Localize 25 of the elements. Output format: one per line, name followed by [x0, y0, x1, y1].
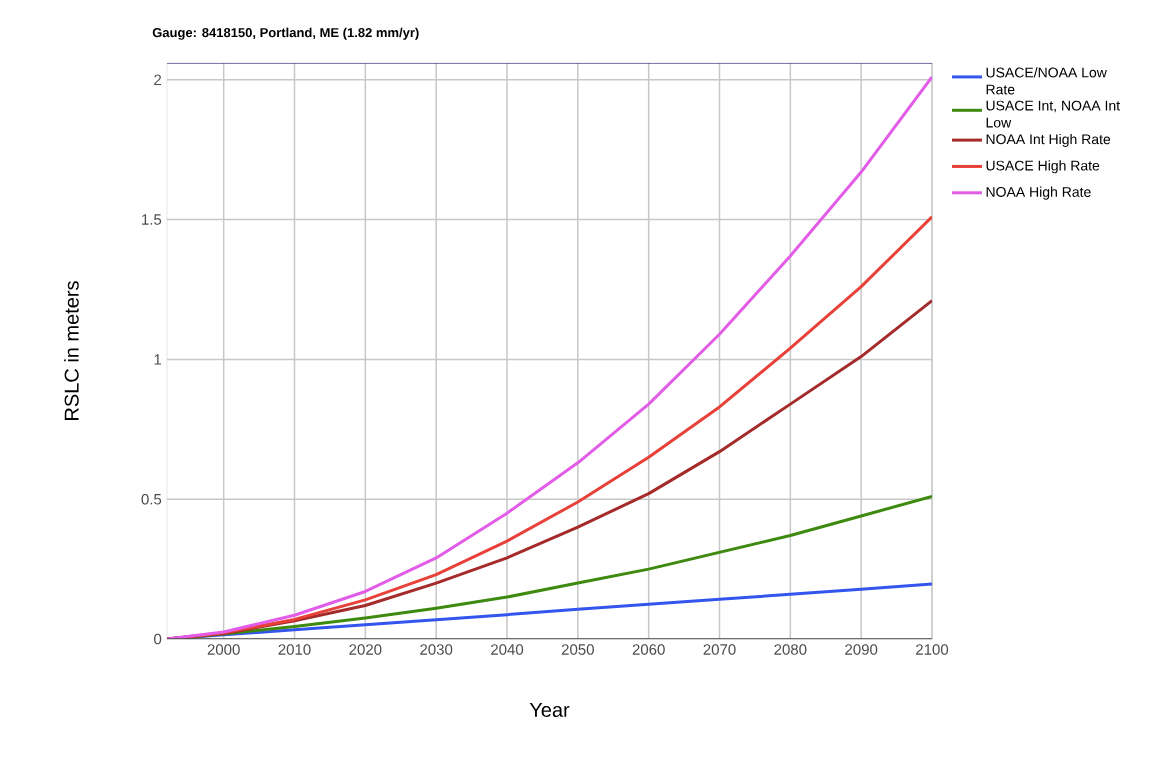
legend-label: NOAA High Rate — [986, 186, 1091, 200]
x-tick-label: 2100 — [916, 644, 949, 655]
y-tick-label: 1.5 — [142, 214, 162, 225]
y-tick-label: 1 — [154, 354, 162, 365]
legend-label: USACE Int, NOAA Int Low — [986, 100, 1120, 128]
x-tick-label: 2040 — [491, 644, 524, 655]
y-tick-label: 0.5 — [141, 493, 162, 505]
x-tick-label: 2060 — [632, 644, 665, 655]
x-tick-label: 2050 — [561, 644, 594, 655]
legend-label: USACE High Rate — [986, 160, 1100, 174]
y-tick-label: 2 — [154, 74, 162, 86]
chart-title: Gauge: 8418150, Portland, ME (1.82 mm/yr) — [152, 27, 419, 40]
x-tick-label: 2010 — [278, 644, 311, 655]
line-series — [167, 75, 933, 639]
legend-label: NOAA Int High Rate — [986, 133, 1111, 147]
x-tick-label: 2020 — [349, 644, 382, 655]
x-tick-label: 2000 — [207, 644, 240, 655]
x-tick-label: 2090 — [845, 644, 878, 655]
y-tick-label: 0 — [154, 633, 162, 645]
x-tick-label: 2070 — [703, 644, 736, 655]
x-tick-label: 2030 — [420, 644, 453, 655]
x-axis-title: Year — [529, 703, 570, 717]
x-tick-label: 2080 — [774, 644, 807, 655]
legend-label: USACE/NOAA Low Rate — [986, 67, 1107, 95]
y-axis-title: RSLC in meters — [64, 281, 79, 420]
